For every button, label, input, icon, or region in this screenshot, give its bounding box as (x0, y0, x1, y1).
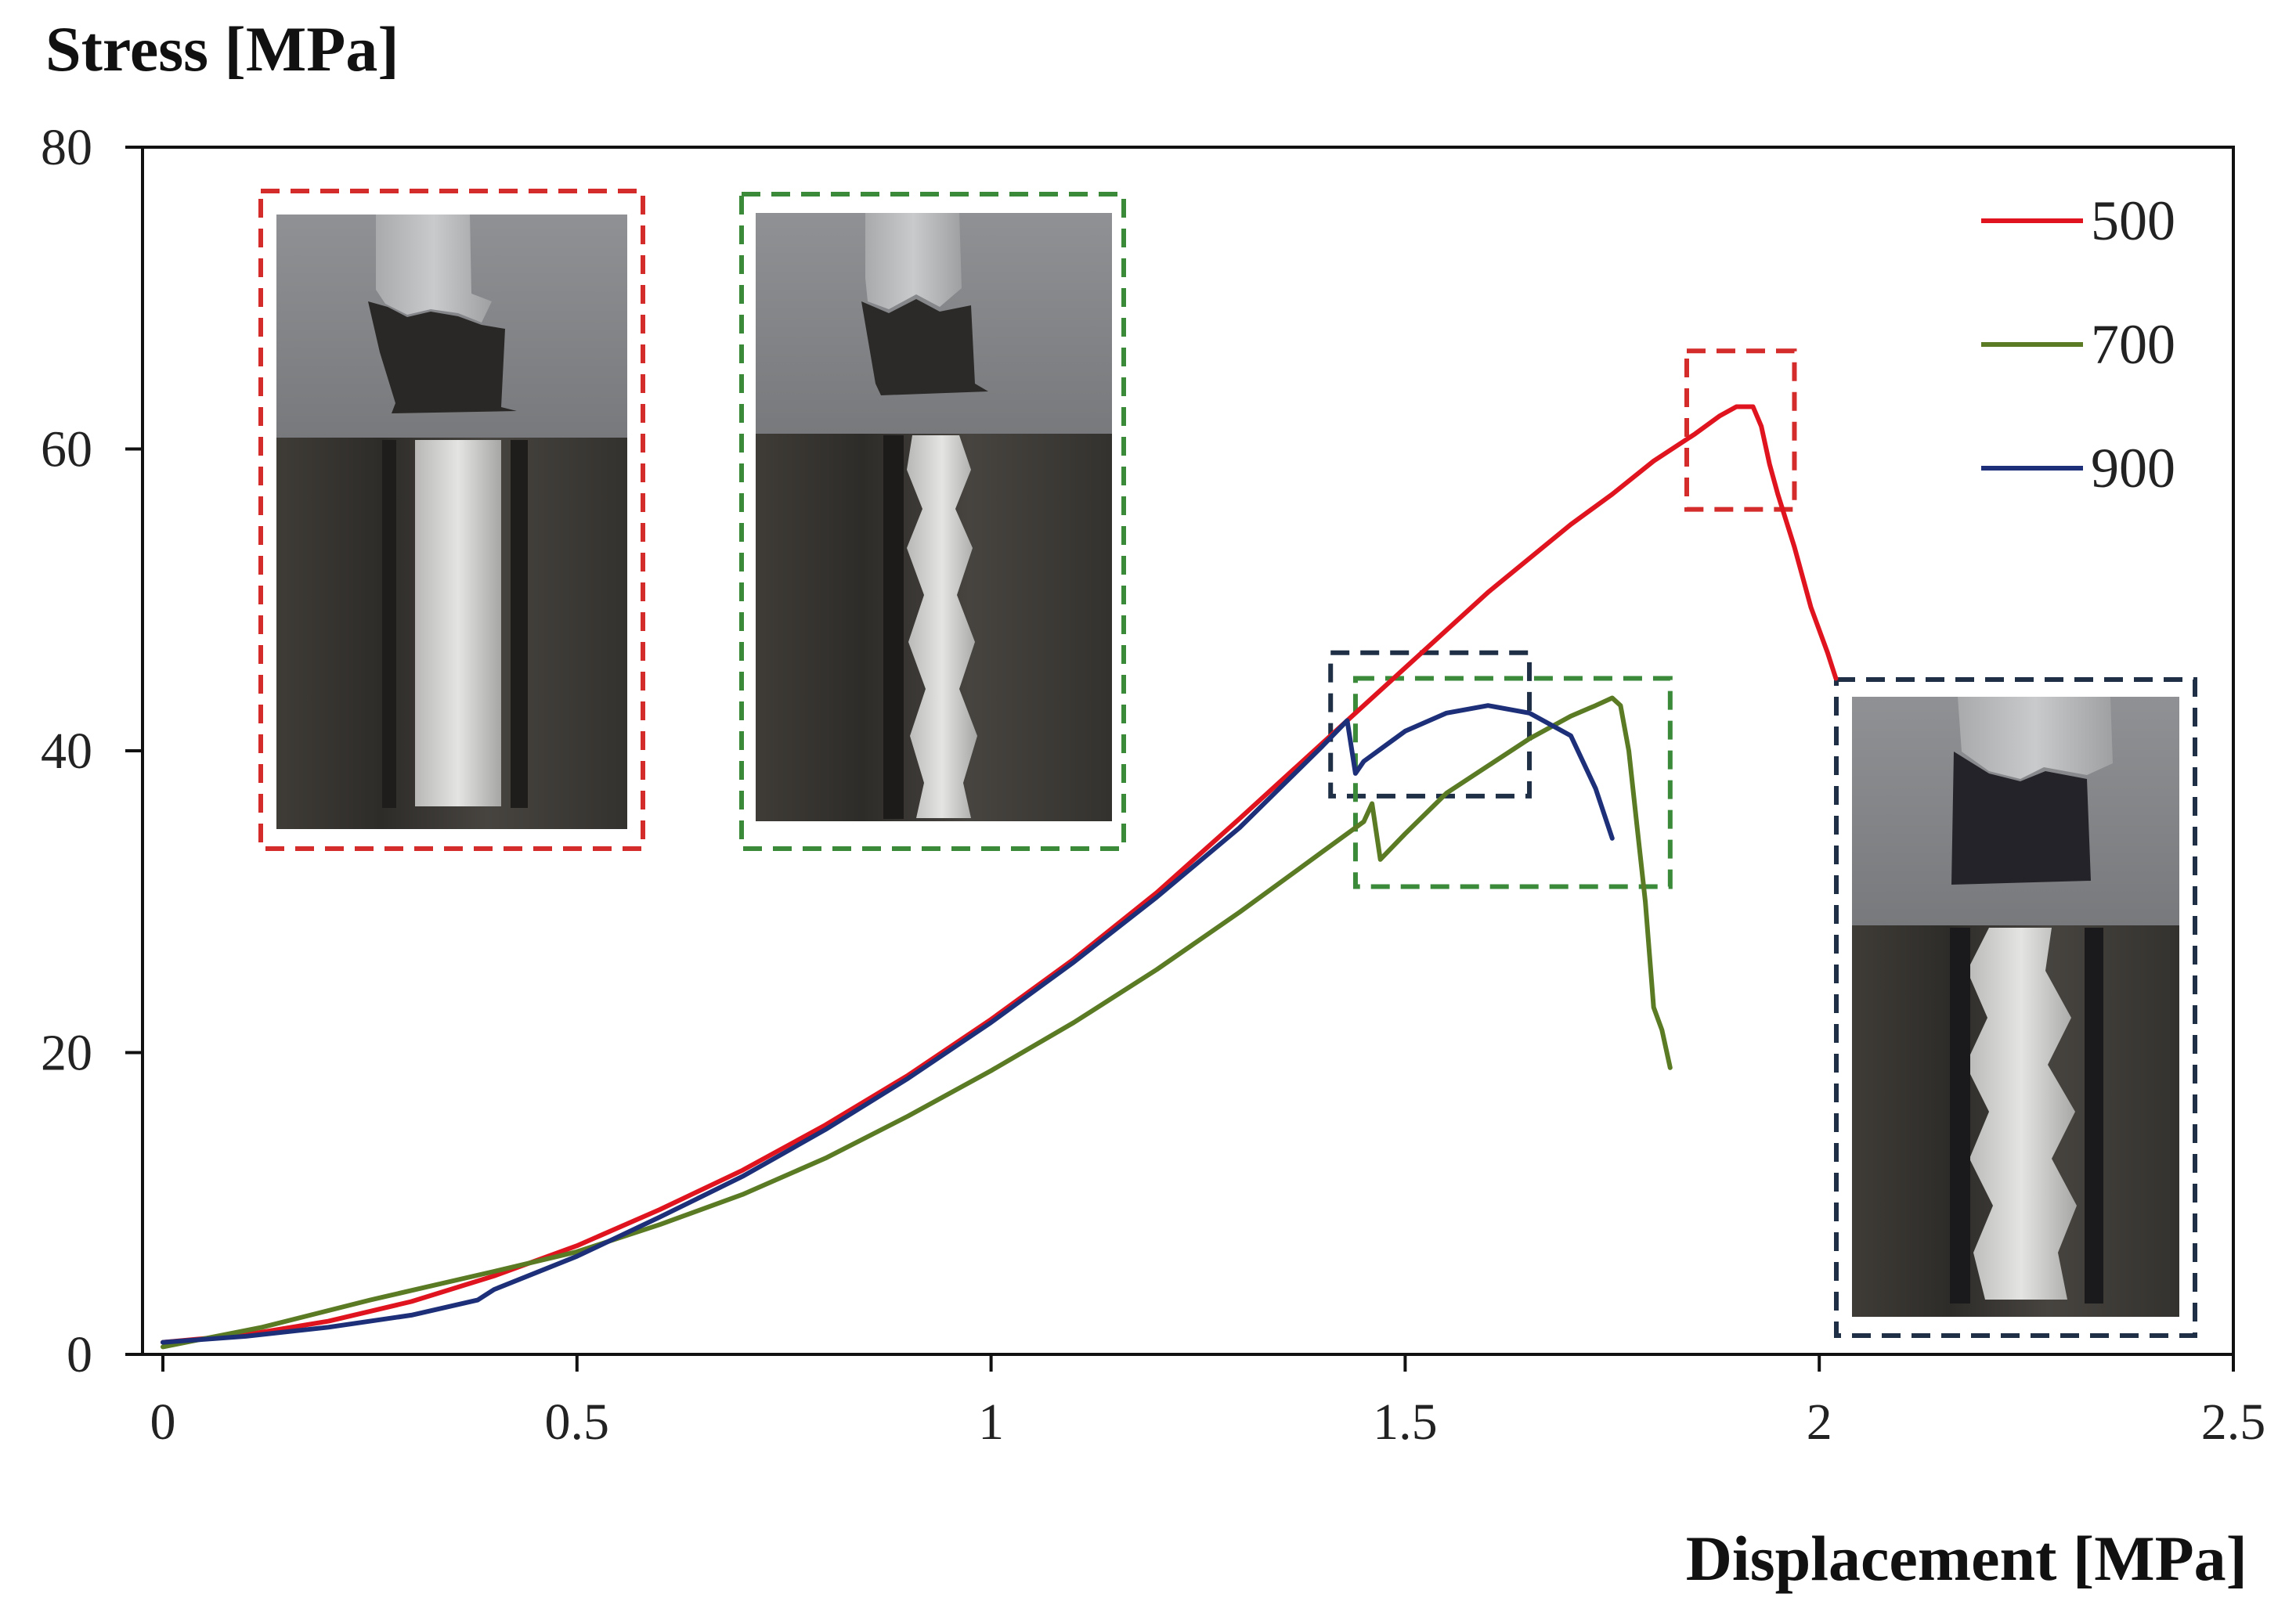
series-line-700 (161, 695, 1673, 1350)
groove-right-900 (2085, 928, 2103, 1303)
inset-frame-500 (258, 189, 645, 851)
legend-label-500: 500 (2091, 189, 2175, 252)
x-tick-label: 1.5 (1373, 1394, 1438, 1451)
legend: 500 700 900 (1981, 189, 2175, 499)
weld-seam-700 (907, 435, 977, 818)
groove-left-500 (382, 440, 396, 808)
x-tick-label: 0.5 (545, 1394, 610, 1451)
specimen-fracture-500 (368, 301, 517, 413)
weld-seam-500 (415, 440, 501, 806)
groove-right-500 (511, 440, 528, 808)
y-tick-label: 0 (67, 1326, 92, 1383)
annotation-boxes (1328, 348, 1797, 889)
y-tick-label: 20 (41, 1025, 92, 1082)
series-line-500 (161, 404, 1839, 1345)
y-axis-title: Stress [MPa] (45, 13, 399, 85)
specimen-stub-500 (376, 215, 492, 323)
annotation-box-900 (1328, 650, 1532, 799)
legend-label-700: 700 (2091, 313, 2175, 376)
data-series (161, 404, 1839, 1350)
y-tick-label: 40 (41, 723, 92, 780)
inset-frame-700 (739, 192, 1126, 851)
x-tick-label: 2 (1807, 1394, 1832, 1451)
x-axis-title: Displacement [MPa] (1686, 1523, 2247, 1594)
weld-seam-900 (1966, 928, 2077, 1300)
specimen-stub-700 (865, 213, 962, 309)
legend-label-900: 900 (2091, 437, 2175, 499)
annotation-box-700 (1352, 676, 1673, 889)
series-line-900 (161, 703, 1615, 1345)
inset-photo-700 (739, 192, 1126, 851)
annotation-box-500 (1684, 348, 1797, 512)
inset-photo-500 (258, 189, 645, 851)
x-tick-label: 0 (150, 1394, 176, 1451)
specimen-stub-900 (1958, 697, 2113, 779)
y-axis-ticks: 0 20 40 60 80 (41, 119, 143, 1383)
x-tick-label: 2.5 (2201, 1394, 2266, 1451)
groove-left-700 (883, 435, 904, 819)
x-axis-ticks: 0 0.5 1 1.5 2 2.5 (150, 1354, 2266, 1451)
y-tick-label: 60 (41, 421, 92, 478)
inset-frame-900 (1834, 677, 2197, 1338)
specimen-fracture-700 (861, 299, 988, 395)
specimen-fracture-900 (1951, 752, 2091, 885)
inset-photo-900 (1834, 677, 2197, 1338)
groove-left-900 (1950, 928, 1970, 1303)
y-tick-label: 80 (41, 119, 92, 176)
x-tick-label: 1 (978, 1394, 1004, 1451)
